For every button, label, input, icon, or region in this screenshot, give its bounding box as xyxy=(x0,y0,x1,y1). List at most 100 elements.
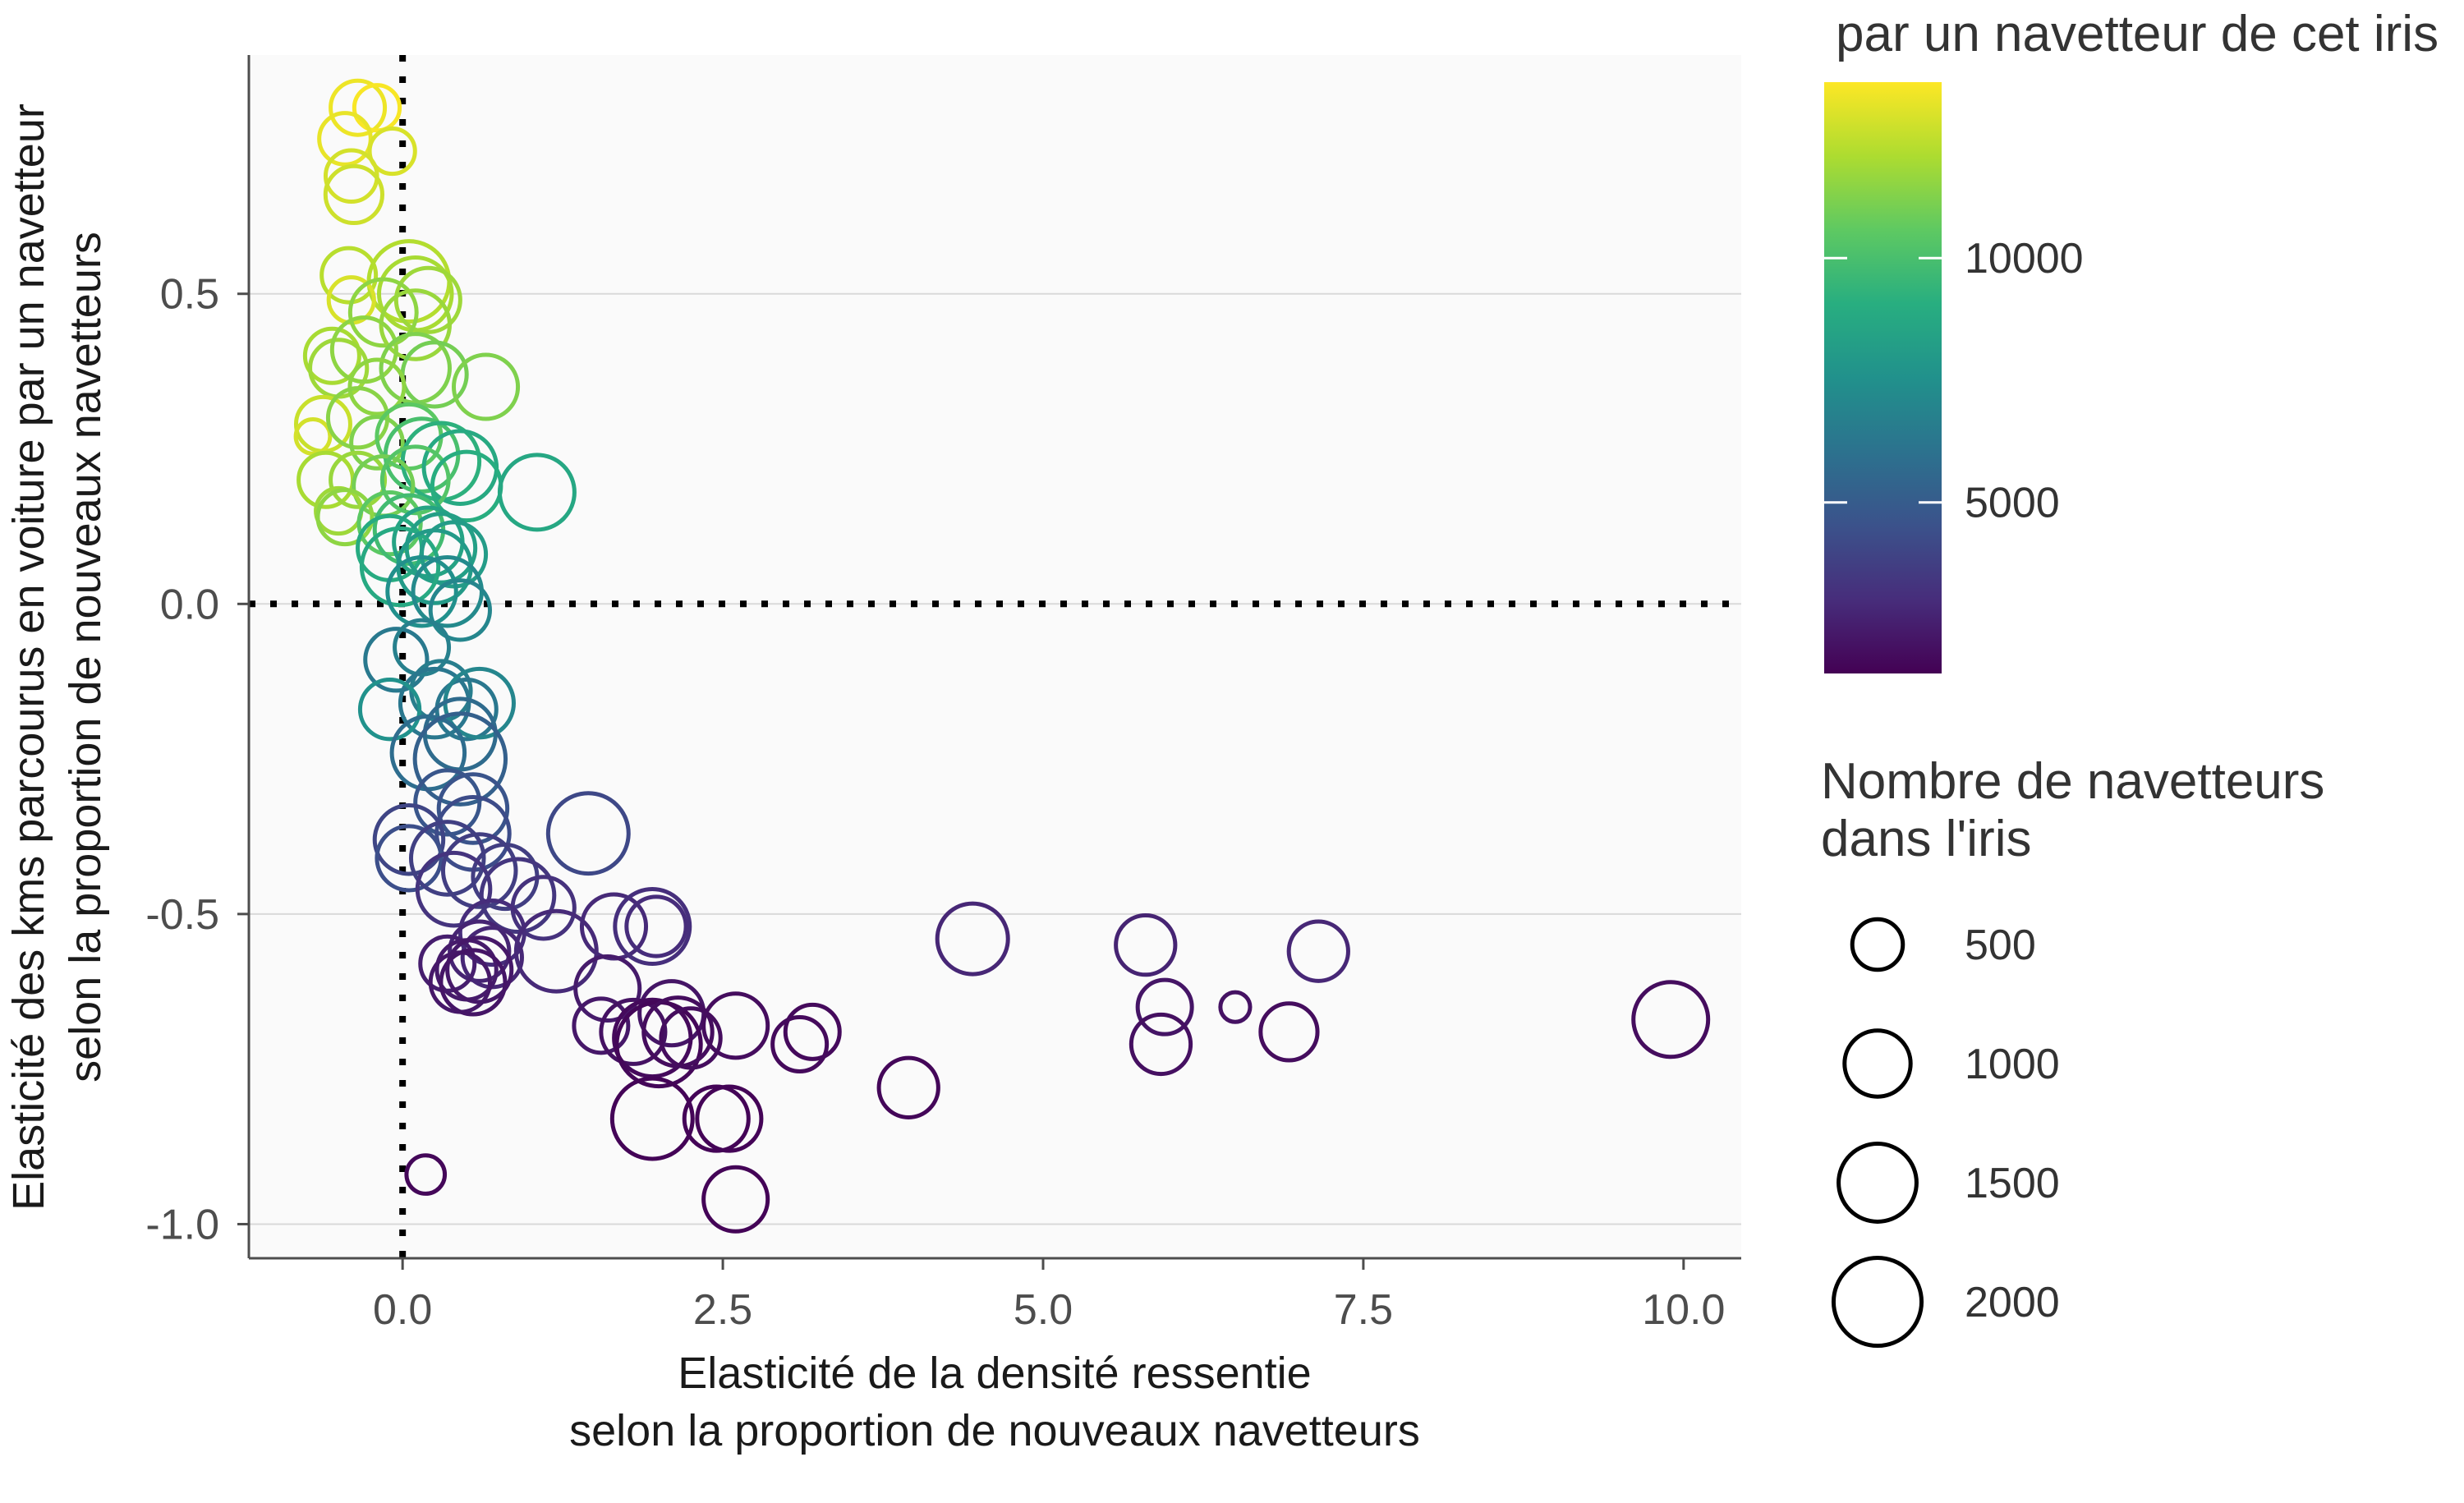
data-point xyxy=(412,711,508,807)
data-point xyxy=(347,357,407,416)
x-tick-label: 0.0 xyxy=(373,1286,432,1334)
data-point xyxy=(293,417,333,456)
y-axis-ticks: -1.0 -0.5 0.0 0.5 xyxy=(145,271,249,1248)
data-point xyxy=(315,488,375,547)
x-axis-ticks: 0.0 2.5 5.0 7.5 10.0 xyxy=(373,1258,1725,1334)
data-point xyxy=(356,490,423,557)
data-point xyxy=(415,850,493,928)
data-point xyxy=(448,919,512,983)
size-legend-circle xyxy=(1842,1028,1913,1099)
data-point xyxy=(404,1153,448,1196)
data-point xyxy=(398,666,471,740)
data-point xyxy=(349,415,405,471)
data-point xyxy=(408,820,486,897)
grid-lines xyxy=(249,292,1741,1225)
data-point xyxy=(440,832,518,909)
color-legend-bar xyxy=(1824,82,1942,673)
reference-lines xyxy=(249,55,1741,1258)
x-axis-title-line2: selon la proportion de nouveaux navetteu… xyxy=(569,1406,1420,1455)
size-legend-circle xyxy=(1850,917,1905,972)
data-point xyxy=(770,1014,830,1073)
data-point xyxy=(695,1084,764,1153)
x-tick-label: 2.5 xyxy=(693,1286,752,1334)
y-axis-title-line2: selon la proportion de nouveaux navetteu… xyxy=(61,232,110,1082)
size-legend-label: 500 xyxy=(1965,922,2036,969)
data-point xyxy=(624,894,688,958)
data-point xyxy=(1218,990,1253,1024)
data-point xyxy=(479,857,557,935)
data-point xyxy=(1135,977,1194,1036)
data-point xyxy=(323,163,385,226)
size-legend-label: 1500 xyxy=(1965,1160,2060,1207)
data-point xyxy=(451,352,521,421)
y-tick-label: -0.5 xyxy=(145,891,219,939)
data-point xyxy=(428,578,492,642)
color-tick-label: 10000 xyxy=(1965,235,2084,283)
data-point xyxy=(1114,912,1178,977)
data-point xyxy=(513,908,599,994)
data-point xyxy=(783,1002,842,1061)
data-point xyxy=(497,453,577,532)
size-legend-label: 1000 xyxy=(1965,1041,2060,1088)
y-axis-title-line1: Elasticité des kms parcourus en voiture … xyxy=(4,103,53,1211)
size-legend-circle xyxy=(1837,1142,1919,1224)
data-point xyxy=(599,997,668,1066)
data-point xyxy=(319,246,379,305)
data-point xyxy=(545,791,631,876)
data-point xyxy=(457,898,526,968)
data-point xyxy=(329,78,388,137)
data-point xyxy=(329,315,398,384)
data-point xyxy=(609,1076,695,1161)
plot-background xyxy=(249,55,1741,1258)
data-point xyxy=(413,768,482,837)
data-point xyxy=(363,627,430,693)
data-point xyxy=(1286,919,1350,983)
data-point xyxy=(367,126,417,177)
color-legend-ticks: 5000 10000 xyxy=(1824,235,2084,527)
data-point xyxy=(436,772,510,845)
data-point xyxy=(302,326,361,385)
y-tick-label: 0.5 xyxy=(160,271,219,319)
x-tick-label: 5.0 xyxy=(1014,1286,1073,1334)
data-point xyxy=(701,1165,770,1234)
data-point xyxy=(682,1084,751,1153)
data-point xyxy=(379,444,451,516)
data-point xyxy=(375,824,444,893)
data-point xyxy=(445,935,514,1004)
data-point xyxy=(701,991,770,1060)
data-point xyxy=(393,265,462,334)
data-point xyxy=(372,803,446,876)
data-point xyxy=(439,948,508,1017)
data-point xyxy=(659,1006,723,1070)
data-point xyxy=(329,450,388,509)
size-legend-label: 2000 xyxy=(1965,1279,2060,1326)
x-tick-label: 7.5 xyxy=(1334,1286,1393,1334)
x-tick-label: 10.0 xyxy=(1642,1286,1725,1334)
data-points xyxy=(293,78,1711,1234)
data-point xyxy=(935,901,1010,977)
data-point xyxy=(385,554,458,628)
data-point xyxy=(572,996,631,1055)
y-tick-label: -1.0 xyxy=(145,1201,219,1248)
data-point xyxy=(613,887,692,966)
data-point xyxy=(876,1055,940,1119)
x-axis-title-line1: Elasticité de la densité ressentie xyxy=(678,1349,1311,1398)
data-point xyxy=(1258,1001,1320,1063)
size-legend-circle xyxy=(1831,1255,1924,1349)
data-point xyxy=(379,288,452,361)
data-point xyxy=(612,997,693,1079)
data-point xyxy=(357,678,422,742)
data-point xyxy=(317,111,373,167)
data-point xyxy=(393,618,452,677)
size-legend-title-line2: dans l'iris xyxy=(1821,811,2031,867)
data-point xyxy=(347,277,419,348)
size-legend-title-line1: Nombre de navetteurs xyxy=(1821,753,2324,810)
y-tick-label: 0.0 xyxy=(160,581,219,628)
data-point xyxy=(352,83,402,133)
data-point xyxy=(359,526,441,608)
data-point xyxy=(1631,980,1711,1059)
color-tick-label: 5000 xyxy=(1965,480,2060,527)
data-point xyxy=(573,954,642,1023)
color-legend-title: par un navetteur de cet iris xyxy=(1836,6,2439,62)
